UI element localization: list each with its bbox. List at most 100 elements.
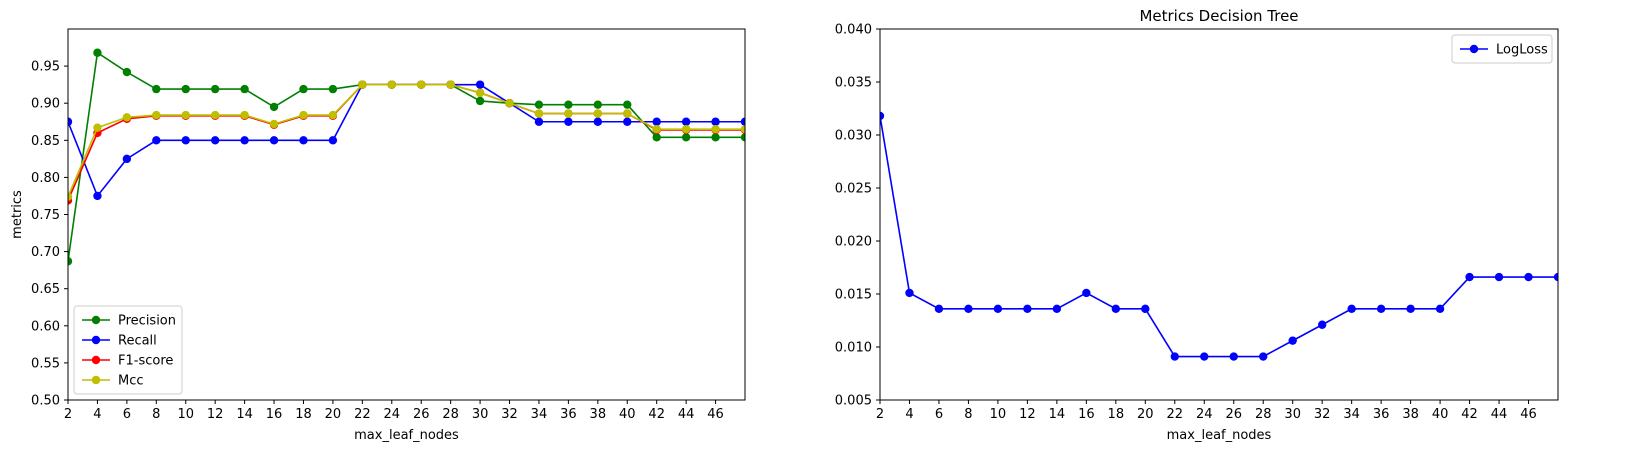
x-tick-label: 20 bbox=[1137, 407, 1154, 422]
x-tick-label: 4 bbox=[905, 407, 913, 422]
data-point bbox=[652, 124, 661, 134]
x-tick-label: 10 bbox=[177, 407, 194, 422]
x-tick-label: 22 bbox=[354, 407, 371, 422]
data-point bbox=[328, 84, 338, 94]
x-tick-label: 38 bbox=[590, 407, 607, 422]
data-point bbox=[1141, 304, 1150, 314]
y-tick-label: 0.90 bbox=[31, 97, 60, 112]
data-point bbox=[652, 133, 661, 142]
y-tick-label: 0.85 bbox=[31, 134, 60, 149]
series-f1-score bbox=[68, 80, 745, 205]
data-point bbox=[299, 84, 308, 94]
plot-area bbox=[68, 48, 745, 266]
data-point bbox=[534, 117, 544, 126]
data-point bbox=[623, 100, 632, 109]
series-logloss bbox=[880, 111, 1558, 361]
x-tick-label: 22 bbox=[1167, 407, 1184, 422]
x-tick-label: 36 bbox=[1373, 407, 1390, 422]
x-tick-label: 46 bbox=[1520, 407, 1537, 422]
legend-swatch-marker bbox=[91, 375, 101, 385]
data-point bbox=[181, 84, 190, 94]
data-point bbox=[1288, 336, 1297, 345]
data-point bbox=[475, 80, 485, 89]
data-point bbox=[269, 102, 279, 112]
legend: Precision Recall F1-score Mcc bbox=[73, 305, 183, 395]
x-tick-label: 44 bbox=[1491, 407, 1508, 422]
data-point bbox=[387, 80, 396, 89]
data-point bbox=[623, 117, 632, 126]
data-point bbox=[505, 99, 514, 108]
x-tick-label: 14 bbox=[1049, 407, 1066, 422]
data-point bbox=[711, 117, 720, 126]
data-point bbox=[68, 192, 73, 201]
x-tick-label: 34 bbox=[1343, 407, 1360, 422]
data-point bbox=[534, 109, 544, 118]
data-point bbox=[299, 136, 308, 145]
data-point bbox=[240, 84, 249, 94]
legend-swatch-marker bbox=[91, 355, 101, 365]
x-tick-label: 30 bbox=[472, 407, 489, 422]
data-point bbox=[210, 84, 220, 94]
y-tick-label: 0.60 bbox=[31, 319, 60, 334]
data-point bbox=[181, 136, 190, 145]
x-tick-label: 26 bbox=[413, 407, 430, 422]
series-line bbox=[68, 83, 745, 198]
legend-box bbox=[73, 305, 183, 395]
y-tick-label: 0.50 bbox=[31, 394, 60, 409]
data-point bbox=[240, 110, 249, 120]
x-tick-label: 28 bbox=[442, 407, 459, 422]
data-point bbox=[1406, 304, 1415, 314]
x-tick-label: 34 bbox=[531, 407, 548, 422]
y-axis-label: metrics bbox=[10, 190, 25, 239]
data-point bbox=[181, 110, 190, 120]
axes-frame bbox=[879, 28, 1559, 401]
data-point bbox=[593, 109, 603, 118]
x-tick-label: 16 bbox=[266, 407, 283, 422]
data-point bbox=[1229, 352, 1238, 361]
data-point bbox=[1494, 272, 1504, 282]
legend-item: F1-score bbox=[82, 354, 173, 369]
data-point bbox=[122, 154, 132, 164]
data-point bbox=[1553, 272, 1558, 282]
data-point bbox=[564, 109, 573, 118]
legend-label: Recall bbox=[118, 334, 157, 349]
x-tick-label: 44 bbox=[678, 407, 695, 422]
data-point bbox=[93, 48, 102, 57]
y-tick-label: 0.010 bbox=[835, 341, 872, 356]
data-point bbox=[1435, 304, 1445, 314]
legend-swatch-marker bbox=[91, 335, 101, 345]
x-tick-label: 42 bbox=[1461, 407, 1478, 422]
x-tick-label: 36 bbox=[560, 407, 577, 422]
data-point bbox=[880, 111, 885, 121]
x-tick-label: 42 bbox=[648, 407, 665, 422]
legend-item: Precision bbox=[82, 314, 176, 329]
legend-box bbox=[1451, 34, 1553, 64]
series-line bbox=[68, 83, 745, 198]
data-point bbox=[358, 80, 367, 89]
logloss-chart: 2 4 6 8 10 12 14 16 18 20 22 24 26 28 30 32 34 36 38 40 42 44… bbox=[835, 7, 1559, 443]
x-tick-label: 32 bbox=[501, 407, 518, 422]
y-tick-label: 0.55 bbox=[31, 356, 60, 371]
series-line bbox=[68, 83, 745, 201]
legend-item: Recall bbox=[82, 334, 157, 349]
y-tick-label: 0.005 bbox=[835, 394, 872, 409]
y-tick-label: 0.015 bbox=[835, 288, 872, 303]
data-point bbox=[417, 80, 426, 89]
data-point bbox=[210, 110, 220, 120]
data-point bbox=[593, 100, 603, 109]
data-point bbox=[681, 117, 691, 126]
x-tick-label: 14 bbox=[236, 407, 253, 422]
data-point bbox=[681, 133, 691, 142]
data-point bbox=[623, 109, 632, 118]
x-tick-label: 4 bbox=[93, 407, 101, 422]
data-point bbox=[1052, 304, 1062, 314]
x-tick-label: 2 bbox=[64, 407, 72, 422]
data-point bbox=[1376, 304, 1386, 314]
x-tick-label: 24 bbox=[1196, 407, 1213, 422]
legend: LogLoss bbox=[1451, 34, 1553, 64]
data-point bbox=[711, 133, 720, 142]
y-tick-label: 0.035 bbox=[835, 76, 872, 91]
data-point bbox=[1170, 352, 1179, 361]
legend-label: Precision bbox=[118, 314, 176, 329]
series-precision bbox=[68, 48, 745, 266]
